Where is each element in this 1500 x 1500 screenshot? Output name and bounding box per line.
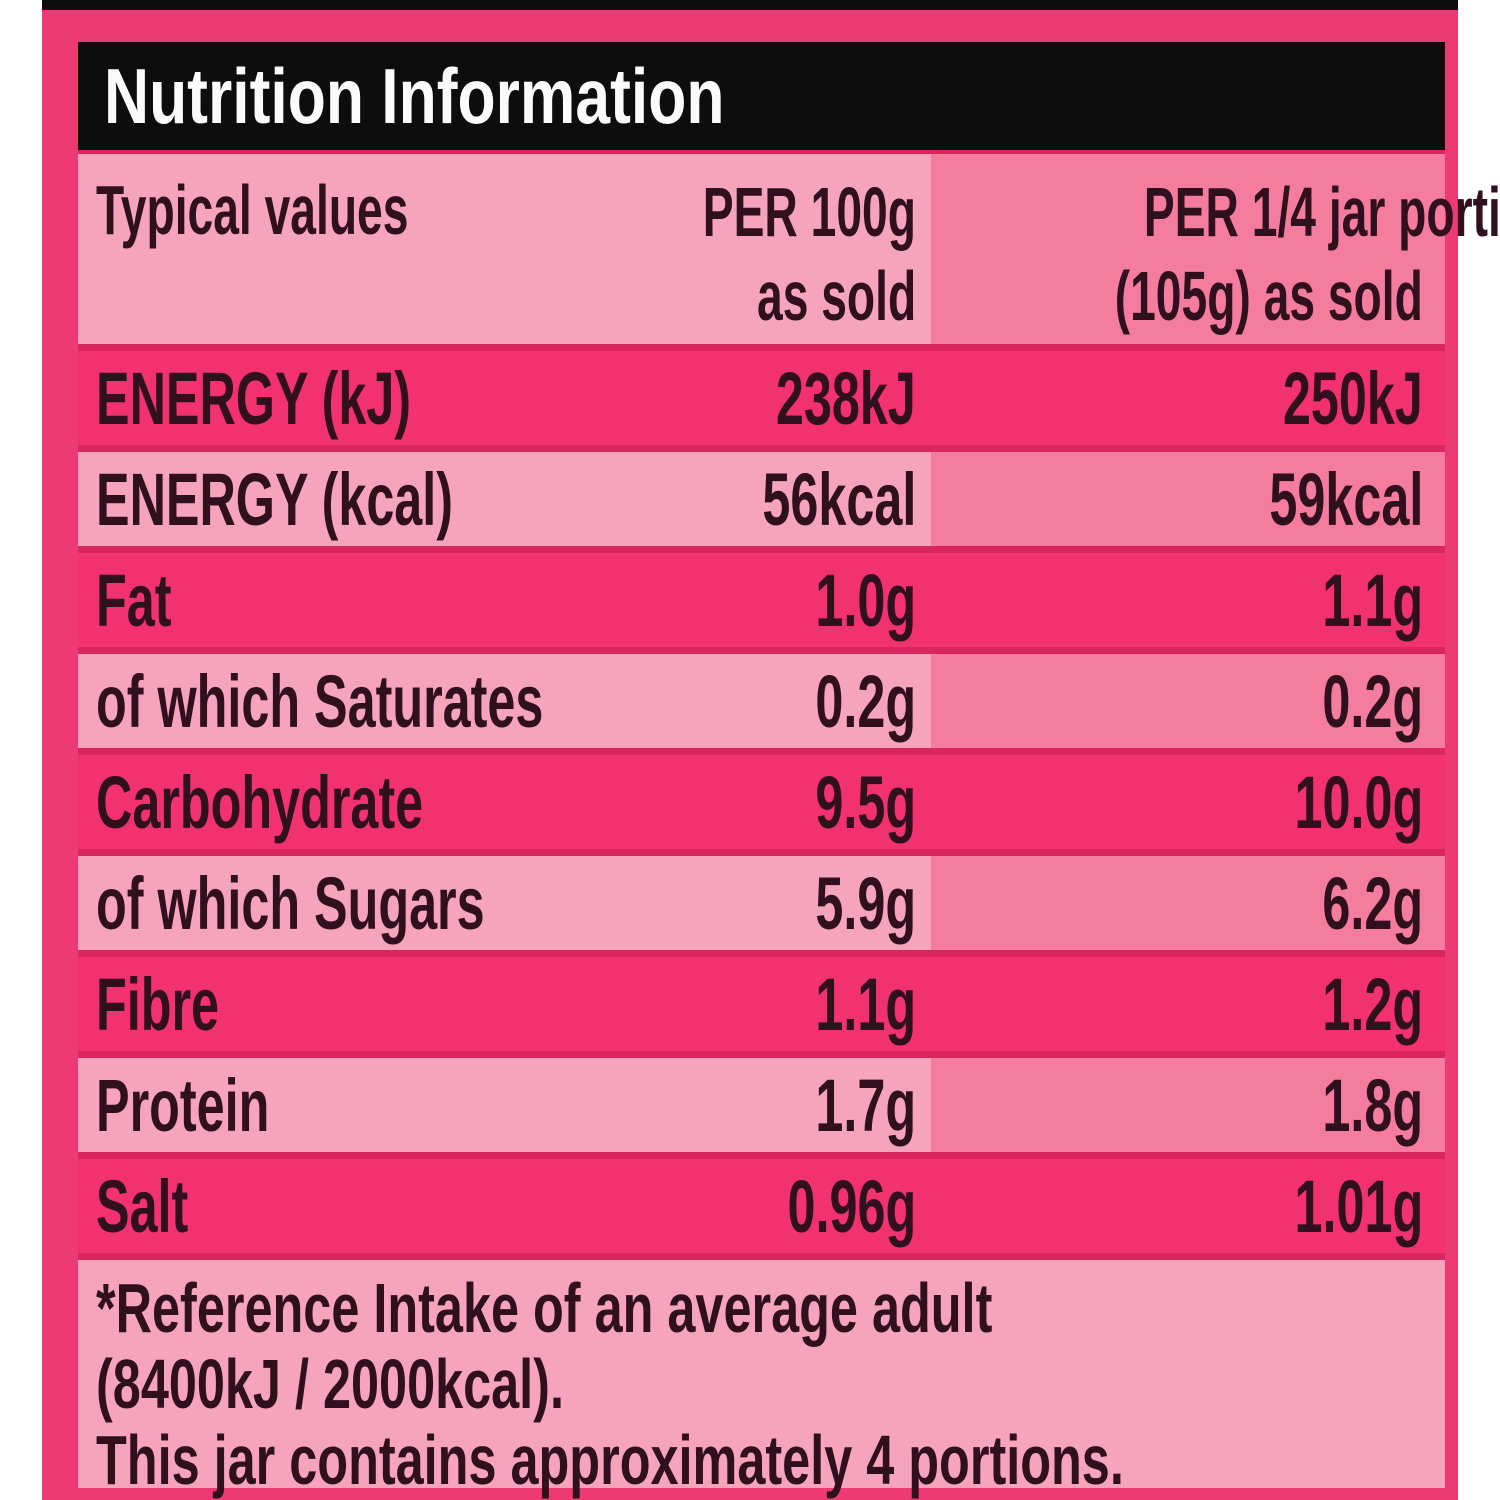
footnote-line-3: This jar contains approximately 4 portio… <box>96 1421 1124 1499</box>
row-value-per-100g: 1.1g <box>815 962 916 1046</box>
row-value-per-100g: 238kJ <box>776 356 916 440</box>
row-label: Salt <box>96 1164 189 1248</box>
row-value-per-100g: 1.7g <box>815 1063 916 1147</box>
footnote-line-1: *Reference Intake of an average adult <box>96 1269 993 1347</box>
nutrition-table: Nutrition Information Typical values PER… <box>78 42 1500 1498</box>
row-value-per-100g: 1.0g <box>815 558 916 642</box>
footnote: *Reference Intake of an average adult (8… <box>78 1260 1445 1498</box>
column-header-left: Typical values PER 100g as sold <box>78 154 931 344</box>
table-row: of which Sugars 5.9g 6.2g <box>78 856 1445 950</box>
label-background: Nutrition Information Typical values PER… <box>42 0 1500 1500</box>
row-label: of which Sugars <box>96 861 485 945</box>
row-value-per-100g: 9.5g <box>815 760 916 844</box>
row-value-per-portion: 1.8g <box>1322 1063 1423 1147</box>
row-value-per-100g: 56kcal <box>762 457 916 541</box>
row-value-per-100g: 0.2g <box>815 659 916 743</box>
table-row: Protein 1.7g 1.8g <box>78 1058 1445 1152</box>
row-value-per-portion: 6.2g <box>1322 861 1423 945</box>
row-label: Carbohydrate <box>96 760 424 844</box>
row-label: ENERGY (kJ) <box>96 356 412 440</box>
footnote-line-2: (8400kJ / 2000kcal). <box>96 1345 564 1423</box>
top-black-strip <box>42 0 1458 10</box>
table-row: of which Saturates 0.2g 0.2g <box>78 654 1445 748</box>
row-label: Protein <box>96 1063 270 1147</box>
row-value-per-portion: 250kJ <box>1283 356 1423 440</box>
table-row: ENERGY (kcal) 56kcal 59kcal <box>78 452 1445 546</box>
table-row: Fibre 1.1g 1.2g <box>78 957 1445 1051</box>
column-header-typical-values: Typical values <box>96 171 409 249</box>
row-value-per-portion: 59kcal <box>1269 457 1423 541</box>
row-value-per-portion: 10.0g <box>1294 760 1423 844</box>
row-value-per-100g: 5.9g <box>815 861 916 945</box>
row-label: Fibre <box>96 962 220 1046</box>
column-header-per-100g: PER 100g as sold <box>702 173 916 335</box>
table-title: Nutrition Information <box>104 51 725 140</box>
column-header-per-portion: PER 1/4 jar portion (105g) as sold <box>931 154 1500 344</box>
row-value-per-portion: 1.2g <box>1322 962 1423 1046</box>
table-row: Salt 0.96g 1.01g <box>78 1159 1445 1253</box>
table-row: ENERGY (kJ) 238kJ 250kJ <box>78 351 1445 445</box>
table-row: Carbohydrate 9.5g 10.0g <box>78 755 1445 849</box>
table-title-bar: Nutrition Information <box>78 42 1445 150</box>
row-label: of which Saturates <box>96 659 544 743</box>
table-row: Fat 1.0g 1.1g <box>78 553 1445 647</box>
row-value-per-portion: 0.2g <box>1322 659 1423 743</box>
row-label: ENERGY (kcal) <box>96 457 454 541</box>
row-value-per-100g: 0.96g <box>787 1164 916 1248</box>
row-value-per-portion: 1.1g <box>1322 558 1423 642</box>
row-value-per-portion: 1.01g <box>1294 1164 1423 1248</box>
column-header-row: Typical values PER 100g as sold PER 1/4 … <box>78 154 1500 344</box>
table-body: ENERGY (kJ) 238kJ 250kJ ENERGY (kcal) 56… <box>78 351 1445 1253</box>
row-label: Fat <box>96 558 172 642</box>
